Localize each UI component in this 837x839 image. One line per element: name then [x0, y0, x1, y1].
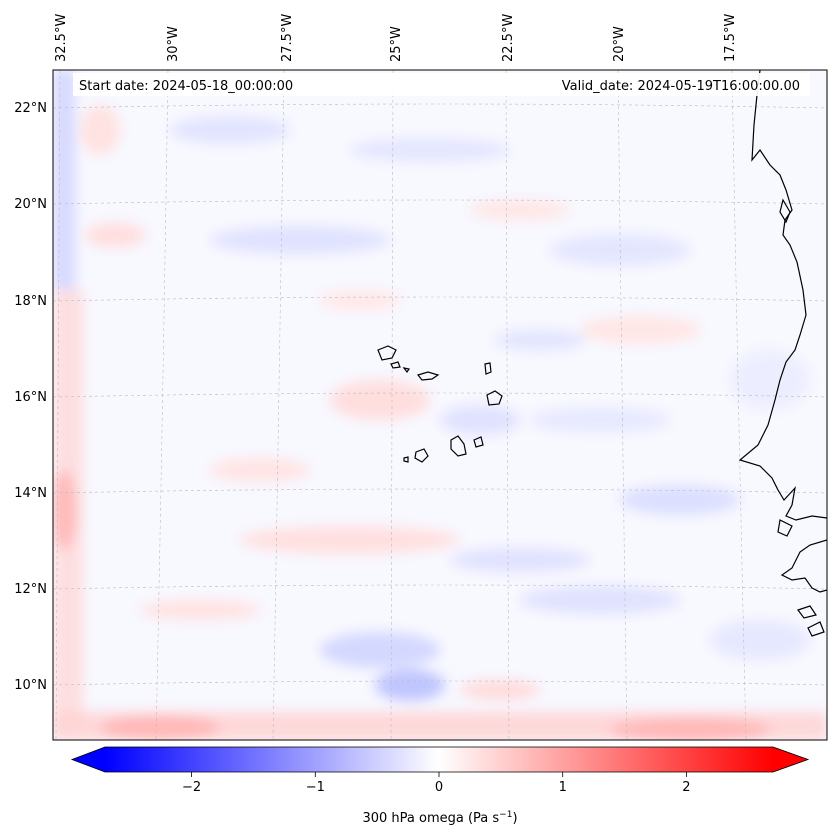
cape-verde-santa-luzia — [402, 367, 410, 374]
latitude-labels: 22°N 20°N 18°N 16°N 14°N 12°N 10°N — [14, 101, 47, 693]
colorbar-tick-label: 0 — [435, 780, 443, 795]
colorbar-label: 300 hPa omega (Pa s−1) — [362, 810, 517, 826]
cape-verde-brava — [403, 456, 409, 463]
lat-label-18n: 18°N — [14, 294, 47, 309]
colorbar: −2 −1 0 1 2 300 hPa omega (Pa s−1) — [70, 746, 810, 826]
colorbar-tick-label: −1 — [306, 780, 325, 795]
lat-label-22n: 22°N — [14, 101, 47, 116]
colorbar-tick-label: −2 — [182, 780, 201, 795]
cape-verde-sao-vicente — [390, 361, 401, 369]
map-frame — [52, 69, 828, 741]
map-area: Start date: 2024-05-18_00:00:00 Valid_da… — [52, 69, 828, 741]
lat-label-14n: 14°N — [14, 486, 47, 501]
lon-label-32-5w: 32.5°W — [54, 14, 69, 62]
coastline — [377, 70, 827, 637]
colorbar-outline — [70, 746, 810, 773]
graticule — [53, 70, 827, 740]
start-date-label: Start date: 2024-05-18_00:00:00 — [79, 79, 293, 94]
cape-verde-santo-antao — [377, 345, 397, 361]
cape-verde-sal — [484, 362, 492, 375]
cape-verde-boa-vista — [486, 390, 503, 406]
west-africa-south-coastline — [780, 539, 827, 593]
cape-verde-fogo — [414, 448, 429, 463]
lon-label-22-5w: 22.5°W — [501, 14, 516, 62]
colorbar-body — [105, 747, 773, 772]
cape-verde-santiago — [450, 435, 467, 457]
cape-verde-sao-nicolau — [416, 371, 440, 381]
lon-label-17-5w: 17.5°W — [723, 14, 738, 62]
colorbar-ticks: −2 −1 0 1 2 — [182, 772, 691, 795]
cape-verde-maio — [473, 436, 484, 448]
colorbar-tick-label: 2 — [682, 780, 690, 795]
lon-label-20w: 20°W — [612, 26, 627, 62]
lon-label-25w: 25°W — [389, 26, 404, 62]
lon-label-30w: 30°W — [166, 26, 181, 62]
colorbar-tick-label: 1 — [559, 780, 567, 795]
longitude-labels: 32.5°W 30°W 27.5°W 25°W 22.5°W 20°W 17.5… — [54, 14, 738, 62]
lat-label-12n: 12°N — [14, 582, 47, 597]
omega-field — [53, 70, 827, 740]
lat-label-20n: 20°N — [14, 197, 47, 212]
africa-coastline — [738, 70, 827, 521]
valid-date-label: Valid_date: 2024-05-19T16:00:00.00 — [562, 79, 800, 94]
colorbar-extend-max — [773, 747, 808, 772]
lat-label-10n: 10°N — [14, 678, 47, 693]
colorbar-extend-min — [72, 747, 105, 772]
lon-label-27-5w: 27.5°W — [280, 14, 295, 62]
lat-label-16n: 16°N — [14, 390, 47, 405]
